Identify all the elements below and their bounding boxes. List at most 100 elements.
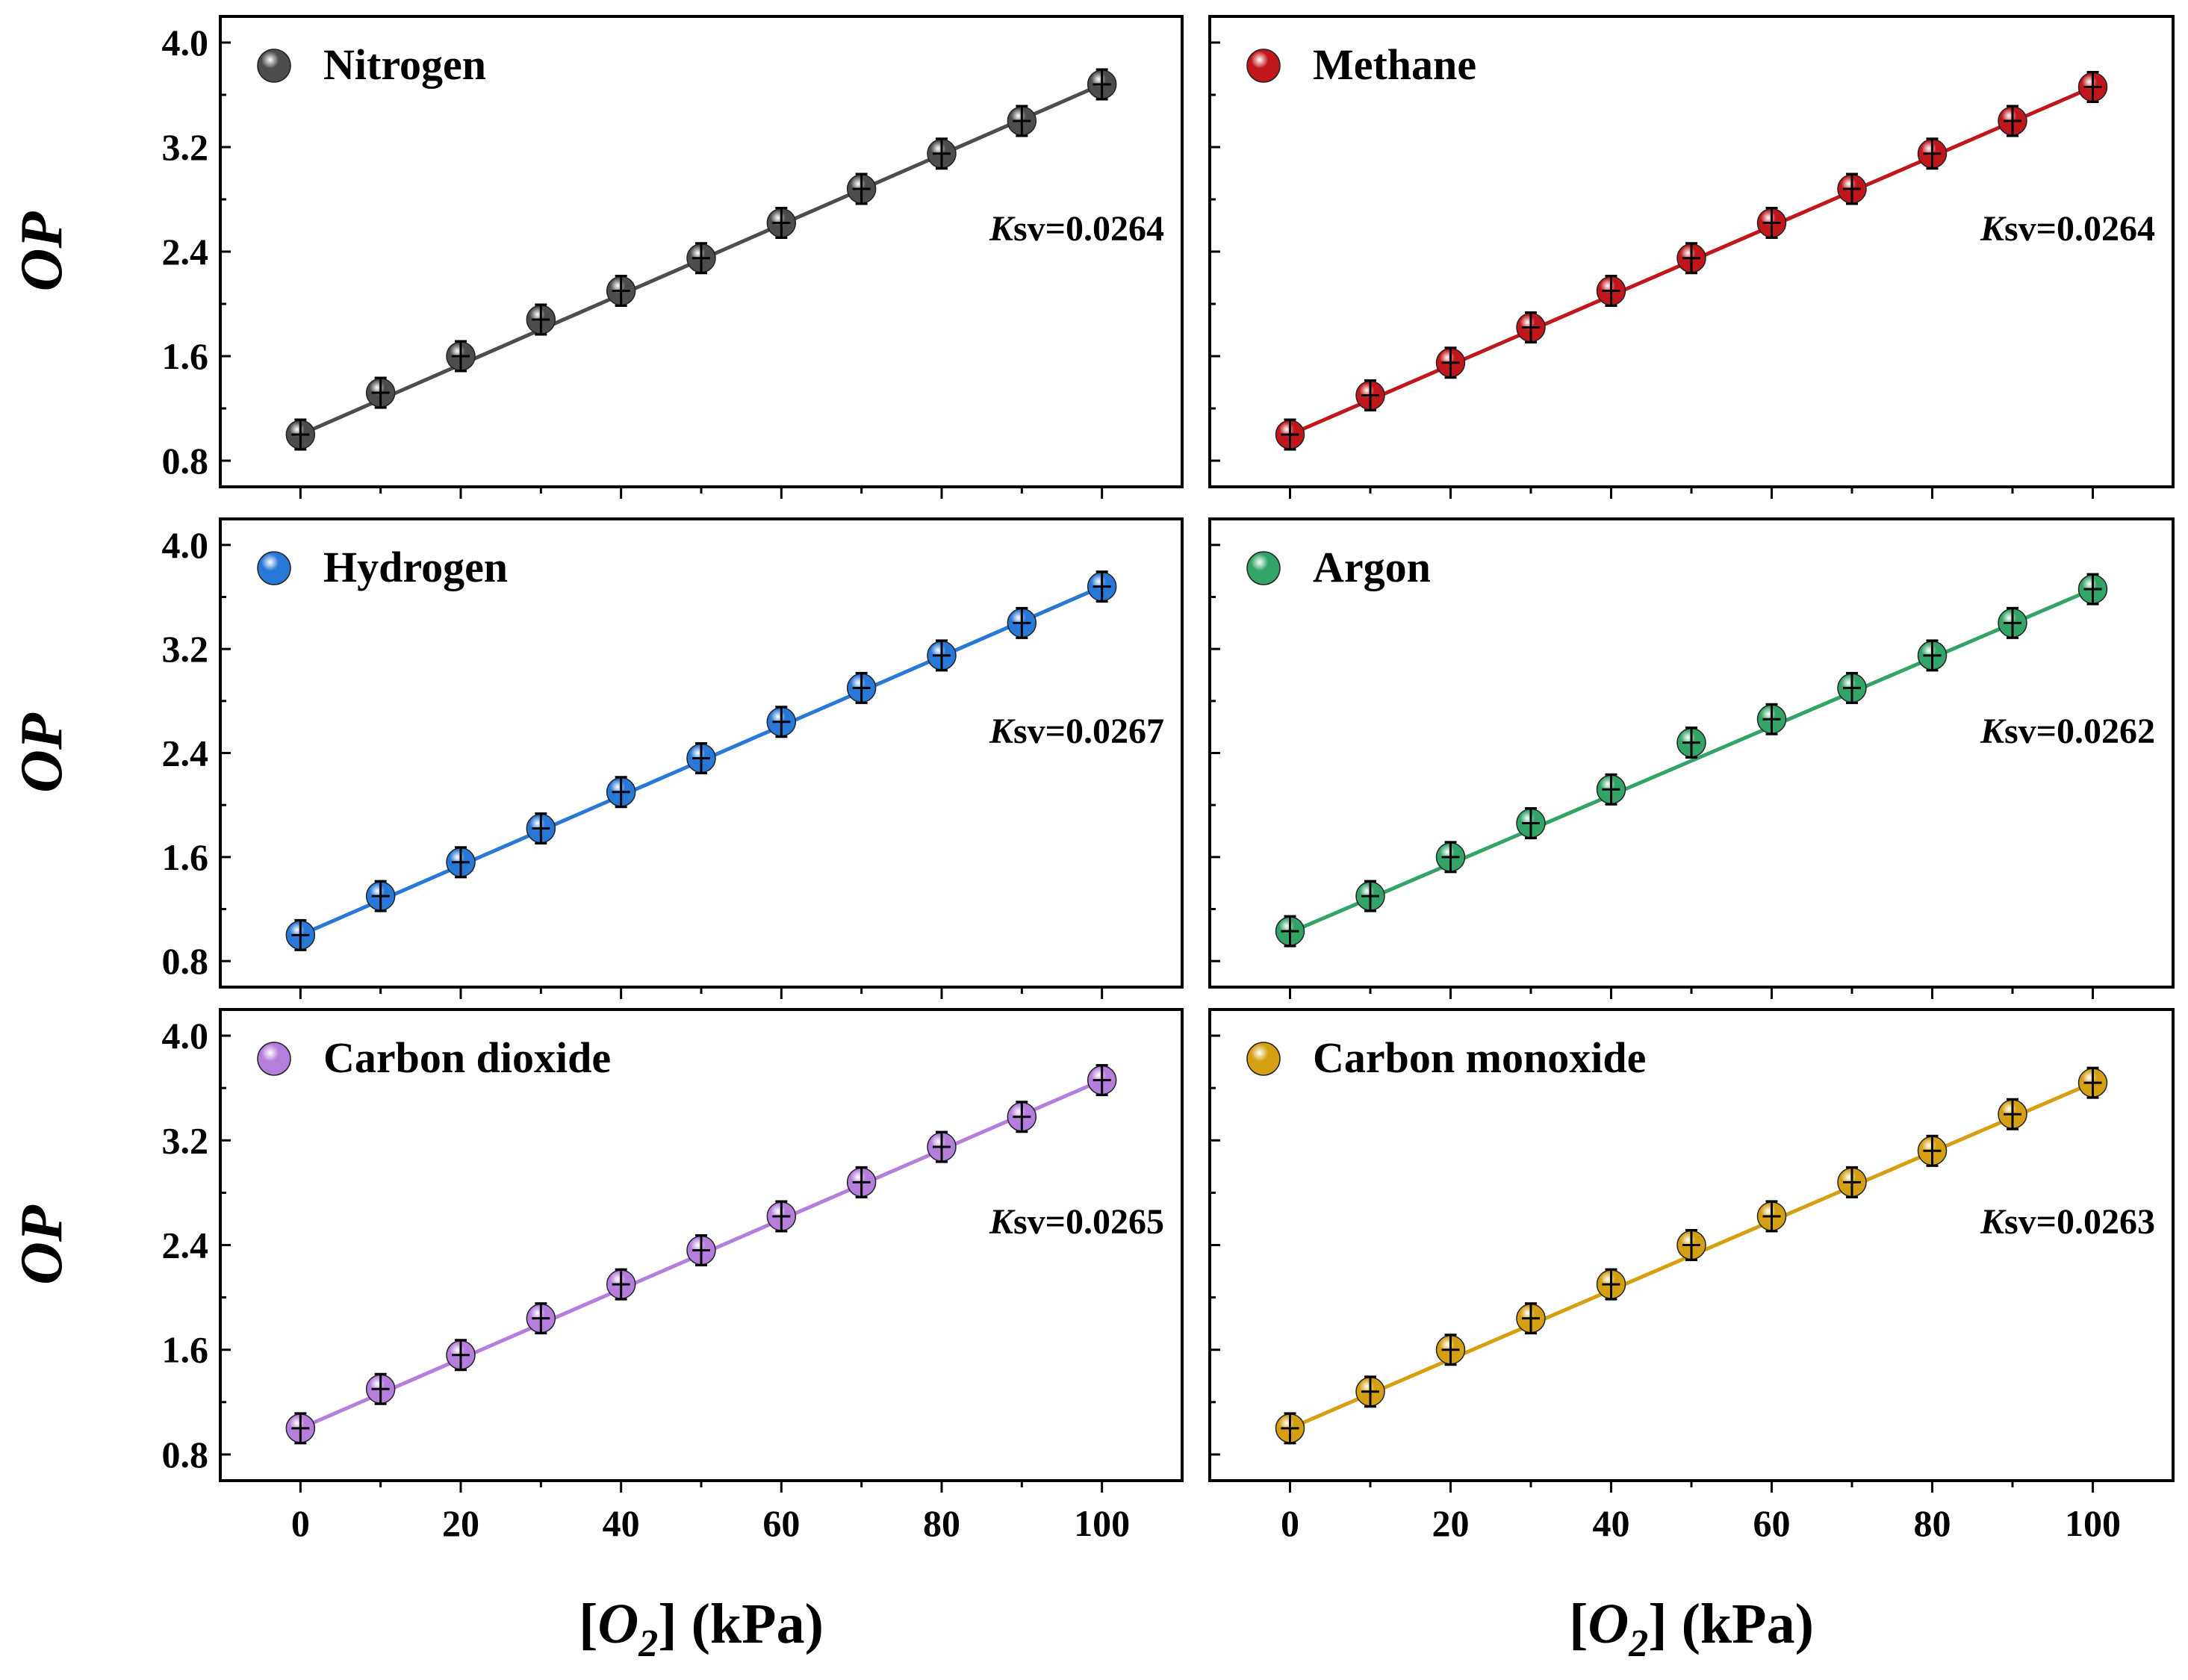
panel-methane: Methane Ksv=0.0264: [1208, 15, 2175, 499]
data-point: [1275, 1412, 1305, 1445]
y-tick-label: 1.6: [162, 1329, 209, 1371]
data-point: [446, 340, 476, 373]
legend: Methane: [1246, 40, 1476, 89]
data-point: [1516, 311, 1546, 343]
legend-label: Argon: [1313, 543, 1431, 591]
data-point: [1435, 1334, 1466, 1366]
data-point: [1596, 1268, 1626, 1301]
x-label-prefix: [: [1569, 1593, 1588, 1655]
y-tick-label: 4.0: [162, 524, 209, 566]
ksv-value: sv=0.0264: [1013, 209, 1164, 249]
legend-label: Carbon monoxide: [1313, 1033, 1646, 1082]
data-point: [446, 1339, 476, 1372]
data-point: [1275, 418, 1305, 451]
data-point: [1676, 727, 1706, 759]
data-point: [1837, 671, 1867, 704]
data-point: [1756, 207, 1787, 239]
x-axis-label: [O2] (kPa): [579, 1593, 824, 1665]
data-point: [1516, 1302, 1546, 1335]
x-tick-label: 40: [1593, 1502, 1630, 1544]
ksv-value: sv=0.0265: [1013, 1202, 1164, 1242]
panel-carbon-monoxide: 0 20 40 60 80 100 Carbon monoxide Ksv=0.0263: [1208, 1008, 2175, 1544]
x-tick-label: 40: [603, 1502, 640, 1544]
data-point: [285, 918, 316, 951]
y-tick-label: 3.2: [162, 126, 209, 168]
legend-label: Nitrogen: [323, 40, 486, 89]
data-point: [927, 137, 957, 170]
x-tick-label: 0: [1281, 1502, 1299, 1544]
x-label-sub: 2: [1628, 1623, 1648, 1665]
data-point: [1007, 606, 1037, 639]
data-point: [1596, 275, 1626, 307]
ksv-value: sv=0.0262: [2004, 712, 2155, 751]
x-tick-label: 80: [1914, 1502, 1951, 1544]
x-label-var: O: [1588, 1593, 1629, 1655]
data-point: [1998, 606, 2027, 639]
legend: Hydrogen: [257, 543, 508, 591]
x-tick-label: 0: [291, 1502, 310, 1544]
legend: Nitrogen: [257, 40, 486, 89]
ksv-k: K: [1980, 209, 2007, 249]
ksv-annotation: Ksv=0.0262: [1980, 712, 2155, 751]
data-point: [1087, 570, 1117, 603]
data-point: [766, 1200, 797, 1233]
data-point: [1087, 1064, 1117, 1097]
data-point: [1435, 841, 1466, 874]
data-point: [686, 741, 716, 774]
data-point: [1435, 346, 1466, 379]
data-point: [927, 639, 957, 672]
data-point: [1007, 105, 1037, 137]
data-point: [1676, 242, 1706, 275]
y-tick-label: 4.0: [162, 22, 209, 63]
ksv-k: K: [989, 209, 1016, 249]
data-point: [766, 207, 797, 239]
ksv-value: sv=0.0263: [2004, 1202, 2155, 1242]
data-point: [846, 172, 877, 205]
ksv-value: sv=0.0264: [2004, 209, 2155, 249]
data-point: [2077, 1066, 2108, 1099]
x-label-var: O: [597, 1593, 638, 1655]
ksv-annotation: Ksv=0.0267: [989, 712, 1164, 751]
ksv-annotation: Ksv=0.0263: [1980, 1202, 2155, 1242]
x-tick-label: 20: [442, 1502, 479, 1544]
legend-marker: [1246, 49, 1281, 83]
data-point: [1756, 703, 1787, 735]
y-tick-label: 2.4: [162, 231, 209, 273]
ksv-value: sv=0.0267: [1013, 712, 1164, 751]
data-point: [606, 1268, 636, 1301]
data-point: [526, 812, 556, 845]
data-point: [1676, 1229, 1706, 1261]
data-point: [2077, 71, 2108, 103]
ksv-k: K: [1980, 1202, 2007, 1242]
data-point: [2077, 573, 2108, 606]
data-point: [686, 1234, 716, 1267]
panel-nitrogen: 0.8 1.6 2.4 3.2 4.0 Nitrogen Ksv=0.0264: [162, 15, 1184, 499]
data-point: [1756, 1200, 1787, 1233]
data-point: [1917, 1134, 1948, 1167]
data-point: [285, 1412, 316, 1445]
panel-carbon-dioxide: 0.8 1.6 2.4 3.2 4.0 0 20 40 60 80 100 Carbon dioxid…: [162, 1008, 1184, 1544]
x-label-suffix: ] (kPa): [1648, 1593, 1814, 1655]
x-label-suffix: ] (kPa): [658, 1593, 824, 1655]
data-point: [365, 880, 396, 912]
y-axis-label: OP: [9, 1204, 75, 1285]
y-axis-label: OP: [9, 712, 75, 793]
legend-marker: [1246, 551, 1281, 585]
y-tick-label: 3.2: [162, 628, 209, 670]
data-point: [1355, 379, 1385, 411]
x-tick-label: 100: [1074, 1502, 1130, 1544]
data-point: [1355, 1375, 1385, 1408]
data-point: [686, 242, 716, 275]
data-point: [846, 1166, 877, 1198]
data-point: [1355, 880, 1385, 912]
fit-line: [1289, 587, 2094, 935]
data-point: [526, 303, 556, 336]
x-axis-label: [O2] (kPa): [1569, 1593, 1814, 1665]
legend-label: Carbon dioxide: [323, 1033, 611, 1082]
data-point: [285, 418, 316, 451]
y-tick-label: 4.0: [162, 1015, 209, 1057]
data-point: [766, 706, 797, 738]
y-tick-label: 1.6: [162, 335, 209, 377]
